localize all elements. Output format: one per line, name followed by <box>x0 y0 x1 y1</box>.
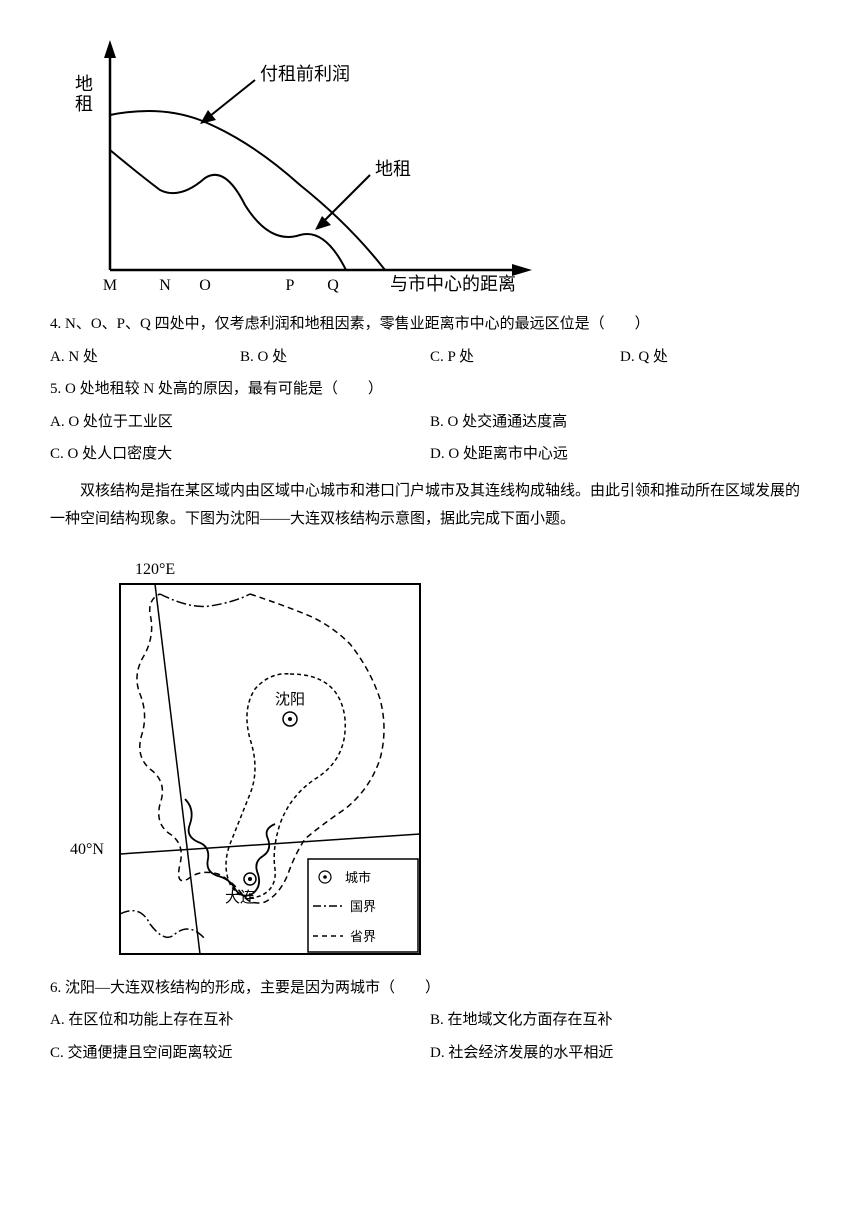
q4-option-a[interactable]: A. N 处 <box>50 343 240 372</box>
question-6-options-row1: A. 在区位和功能上存在互补 B. 在地域文化方面存在互补 <box>50 1006 810 1035</box>
latitude-label: 40°N <box>70 841 104 858</box>
q5-option-a[interactable]: A. O 处位于工业区 <box>50 408 430 437</box>
legend-national: 国界 <box>350 899 376 914</box>
svg-text:P: P <box>286 277 295 294</box>
curve1-label: 付租前利润 <box>260 64 350 84</box>
question-6-text: 6. 沈阳—大连双核结构的形成，主要是因为两城市（ ） <box>50 974 810 1003</box>
q5-option-b[interactable]: B. O 处交通通达度高 <box>430 408 810 437</box>
q4-option-c[interactable]: C. P 处 <box>430 343 620 372</box>
svg-text:Q: Q <box>327 277 339 294</box>
y-axis-label: 地 <box>75 74 93 94</box>
question-4-options: A. N 处 B. O 处 C. P 处 D. Q 处 <box>50 343 810 372</box>
longitude-label: 120°E <box>135 561 175 578</box>
curve2-label: 地租 <box>375 159 411 179</box>
q4-option-b[interactable]: B. O 处 <box>240 343 430 372</box>
svg-text:租: 租 <box>75 94 93 114</box>
question-5-options-row2: C. O 处人口密度大 D. O 处距离市中心远 <box>50 440 810 469</box>
question-6-options-row2: C. 交通便捷且空间距离较近 D. 社会经济发展的水平相近 <box>50 1039 810 1068</box>
x-axis-label: 与市中心的距离 <box>390 274 516 294</box>
q5-option-c[interactable]: C. O 处人口密度大 <box>50 440 430 469</box>
question-5-text: 5. O 处地租较 N 处高的原因，最有可能是（ ） <box>50 375 810 404</box>
q6-option-c[interactable]: C. 交通便捷且空间距离较近 <box>50 1039 430 1068</box>
legend-city: 城市 <box>345 870 371 885</box>
question-4-text: 4. N、O、P、Q 四处中，仅考虑利润和地租因素，零售业距离市中心的最远区位是… <box>50 310 810 339</box>
q6-option-d[interactable]: D. 社会经济发展的水平相近 <box>430 1039 810 1068</box>
city-dalian: 大连 <box>225 889 255 906</box>
svg-text:M: M <box>103 277 117 294</box>
q6-option-b[interactable]: B. 在地域文化方面存在互补 <box>430 1006 810 1035</box>
svg-text:O: O <box>199 277 211 294</box>
q5-option-d[interactable]: D. O 处距离市中心远 <box>430 440 810 469</box>
shenyang-dalian-map: 120°E 40°N 沈阳 大连 城市 国界 省界 <box>50 544 430 964</box>
question-5-options-row1: A. O 处位于工业区 B. O 处交通通达度高 <box>50 408 810 437</box>
q4-option-d[interactable]: D. Q 处 <box>620 343 810 372</box>
rent-chart: 地 租 与市中心的距离 M N O P Q 付租前利润 地租 <box>50 20 550 300</box>
svg-text:N: N <box>159 277 171 294</box>
intro-paragraph: 双核结构是指在某区域内由区域中心城市和港口门户城市及其连线构成轴线。由此引领和推… <box>50 477 810 534</box>
legend-provincial: 省界 <box>350 929 376 944</box>
city-shenyang: 沈阳 <box>275 691 305 708</box>
q6-option-a[interactable]: A. 在区位和功能上存在互补 <box>50 1006 430 1035</box>
